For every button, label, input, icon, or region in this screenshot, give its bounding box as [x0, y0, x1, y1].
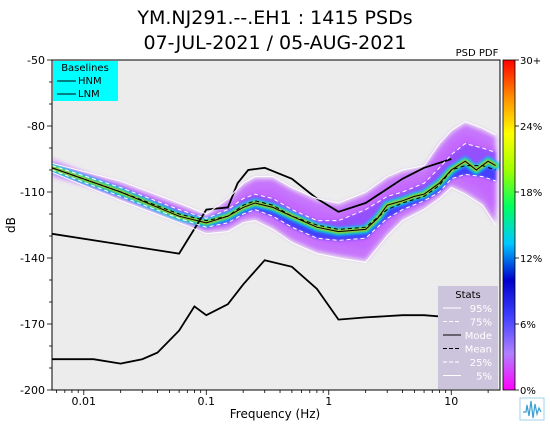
colorbar-ticks: 0% 6% 12% 18% 24% 30+ [515, 56, 542, 397]
colorbar-tick-label: 18% [520, 188, 542, 199]
colorbar [502, 59, 516, 391]
colorbar-tick-label: 24% [520, 122, 542, 133]
plot-frame [51, 59, 501, 391]
x-axis: 0.01 0.1 1 10 [56, 390, 489, 408]
stats-legend-label: 95% [470, 304, 492, 315]
stat-curve-5pct [52, 171, 497, 263]
chart-subtitle: 07-JUL-2021 / 05-AUG-2021 [144, 32, 407, 54]
hnm-curve [52, 158, 452, 255]
baselines-legend: Baselines HNM LNM [53, 61, 118, 101]
x-tick-label: 1 [325, 395, 332, 408]
colorbar-tick-label: 6% [520, 320, 536, 331]
baselines-legend-title: Baselines [61, 63, 109, 74]
stats-legend-label: Mean [465, 345, 492, 356]
stats-legend: Stats 95% 75% Mode Mean 25% 5% [438, 286, 498, 389]
stats-legend-label: 75% [470, 318, 492, 329]
stats-layer [52, 121, 497, 263]
y-tick-label: -200 [20, 384, 45, 397]
y-tick-label: -140 [20, 252, 45, 265]
y-tick-label: -80 [27, 120, 45, 133]
colorbar-title: PSD PDF [456, 48, 499, 59]
hnm-legend-label: HNM [78, 76, 102, 87]
colorbar-tick-label: 0% [520, 386, 536, 397]
colorbar-tick-label: 30+ [520, 56, 541, 67]
x-tick-label: 0.01 [72, 395, 97, 408]
lnm-curve [52, 259, 452, 365]
stat-curve-mean [52, 165, 496, 230]
y-tick-label: -110 [20, 186, 45, 199]
stat-curve-25pct [52, 169, 496, 241]
chart-title: YM.NJ291.--.EH1 : 1415 PSDs [136, 7, 412, 29]
pdf-band [52, 123, 496, 261]
x-tick-label: 10 [444, 395, 458, 408]
colorbar-tick-label: 12% [520, 254, 542, 265]
y-axis: -50 -80 -110 -140 -170 -200 [20, 54, 52, 397]
stats-legend-label: 25% [470, 358, 492, 369]
stats-legend-label: Mode [465, 331, 492, 342]
stat-curve-75pct [52, 143, 496, 222]
y-axis-label: dB [4, 217, 18, 233]
stat-curve-mode [52, 160, 496, 233]
waveform-logo-icon [519, 397, 545, 421]
stats-legend-label: 5% [476, 372, 492, 383]
y-tick-label: -170 [20, 318, 45, 331]
baseline-layer [52, 158, 452, 365]
x-tick-label: 0.1 [198, 395, 216, 408]
y-tick-label: -50 [27, 54, 45, 67]
stats-legend-title: Stats [455, 290, 481, 301]
lnm-legend-label: LNM [78, 89, 100, 100]
x-axis-label: Frequency (Hz) [230, 407, 321, 421]
stats-legend-bg [438, 286, 498, 389]
stat-curve-95pct [52, 121, 496, 215]
